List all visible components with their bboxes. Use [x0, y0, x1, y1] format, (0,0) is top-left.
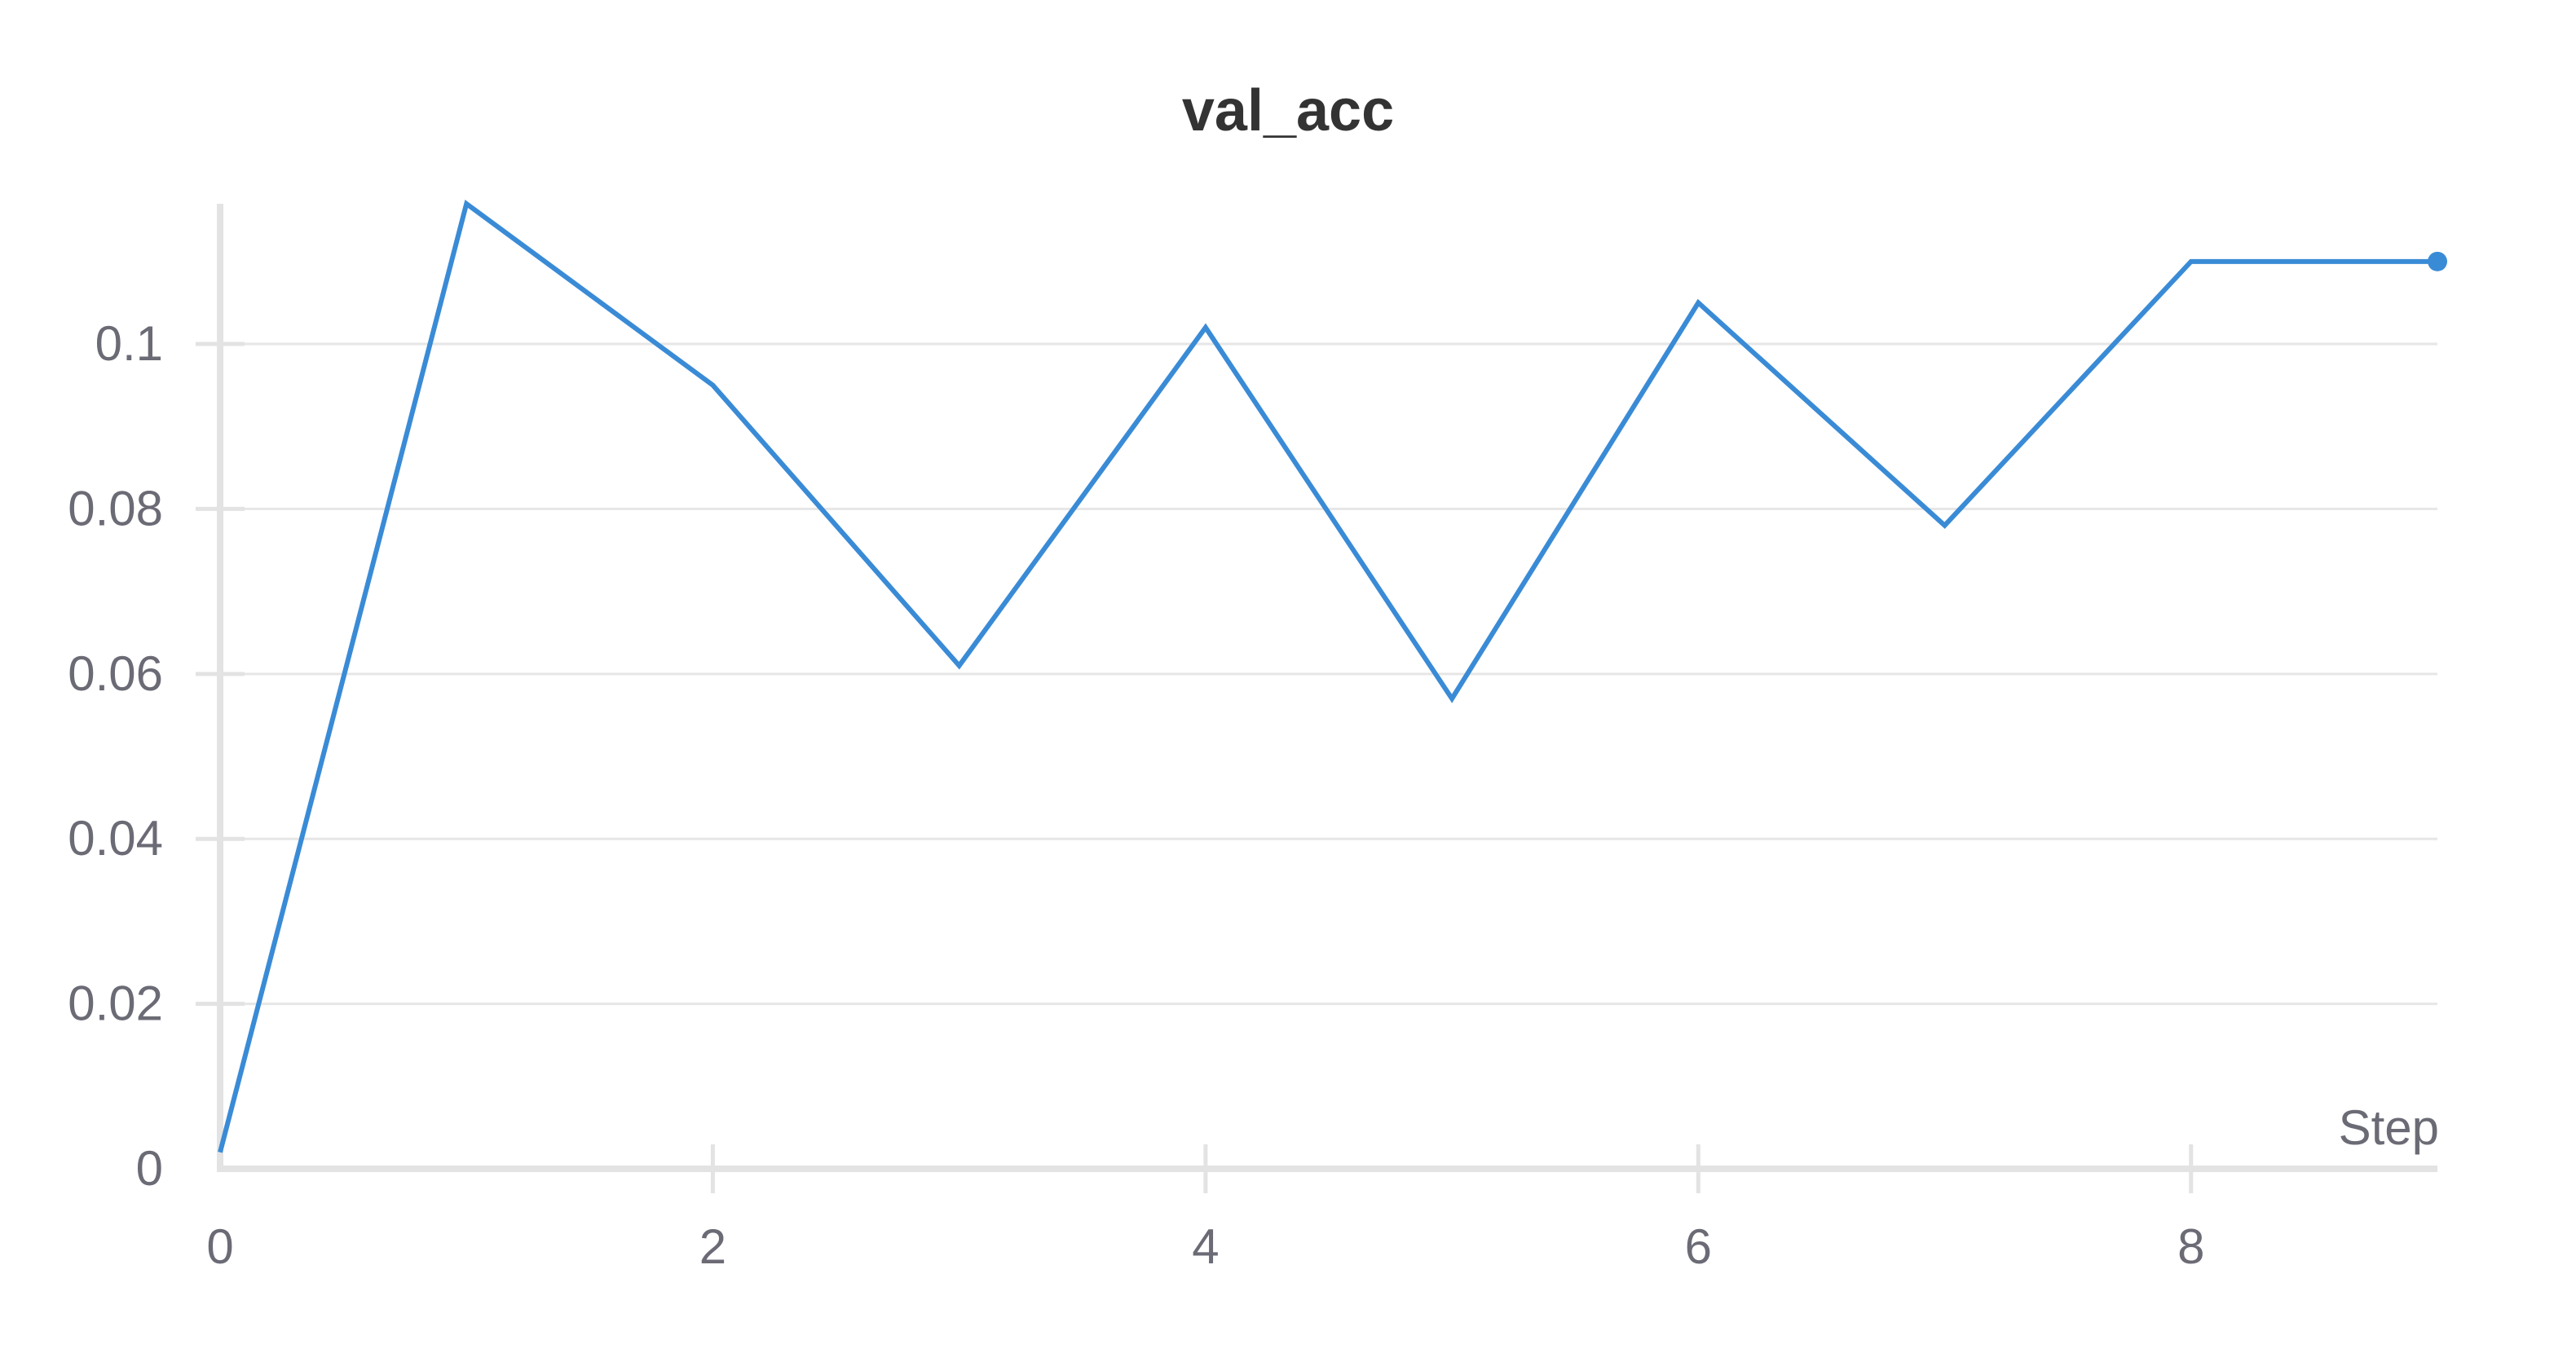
- y-tick-label: 0.06: [68, 646, 163, 701]
- tick-labels: 0 0.02 0.04 0.06 0.08 0.1 0 2 4 6 8: [68, 316, 2204, 1274]
- x-tick-label: 0: [206, 1219, 233, 1274]
- y-tick-label: 0.04: [68, 811, 163, 866]
- series-line: [218, 199, 2437, 1153]
- axes: [196, 204, 2437, 1193]
- x-tick-label: 4: [1192, 1219, 1219, 1274]
- x-tick-label: 8: [2177, 1219, 2204, 1274]
- y-tick-label: 0.02: [68, 976, 163, 1031]
- y-tick-label: 0: [136, 1141, 163, 1196]
- y-tick-label: 0.1: [95, 316, 163, 371]
- x-axis-label: Step: [2339, 1100, 2439, 1155]
- chart-title: val_acc: [1182, 78, 1394, 143]
- y-tick-label: 0.08: [68, 481, 163, 535]
- series-layer: [218, 199, 2447, 1153]
- grid-lines: [220, 342, 2437, 1006]
- last-point-marker: [2428, 251, 2447, 271]
- x-tick-label: 6: [1685, 1219, 1712, 1274]
- x-tick-label: 2: [699, 1219, 726, 1274]
